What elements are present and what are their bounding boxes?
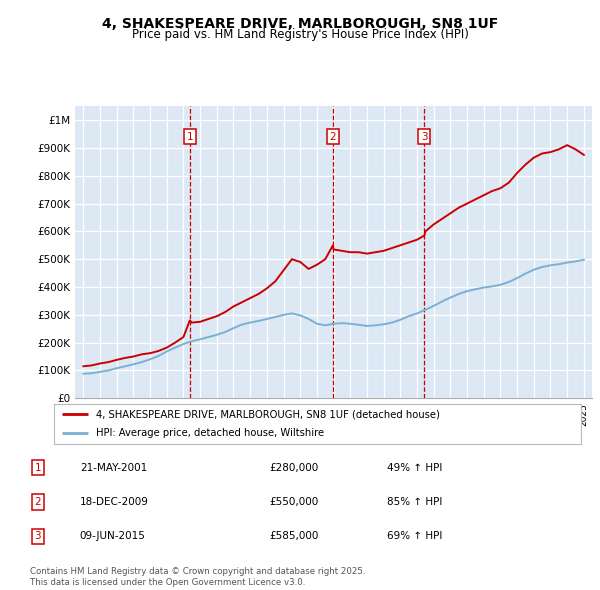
Text: Price paid vs. HM Land Registry's House Price Index (HPI): Price paid vs. HM Land Registry's House … xyxy=(131,28,469,41)
Text: 1: 1 xyxy=(35,463,41,473)
Text: 21-MAY-2001: 21-MAY-2001 xyxy=(80,463,147,473)
Text: 18-DEC-2009: 18-DEC-2009 xyxy=(80,497,149,507)
Text: 69% ↑ HPI: 69% ↑ HPI xyxy=(387,532,442,542)
Text: 2: 2 xyxy=(329,132,336,142)
Text: 4, SHAKESPEARE DRIVE, MARLBOROUGH, SN8 1UF: 4, SHAKESPEARE DRIVE, MARLBOROUGH, SN8 1… xyxy=(102,17,498,31)
Text: 09-JUN-2015: 09-JUN-2015 xyxy=(80,532,146,542)
Text: 1: 1 xyxy=(187,132,193,142)
Text: 49% ↑ HPI: 49% ↑ HPI xyxy=(387,463,442,473)
Text: 3: 3 xyxy=(35,532,41,542)
Text: 4, SHAKESPEARE DRIVE, MARLBOROUGH, SN8 1UF (detached house): 4, SHAKESPEARE DRIVE, MARLBOROUGH, SN8 1… xyxy=(96,409,440,419)
Text: £585,000: £585,000 xyxy=(269,532,319,542)
Text: HPI: Average price, detached house, Wiltshire: HPI: Average price, detached house, Wilt… xyxy=(96,428,324,438)
Text: Contains HM Land Registry data © Crown copyright and database right 2025.
This d: Contains HM Land Registry data © Crown c… xyxy=(30,568,365,586)
Text: 85% ↑ HPI: 85% ↑ HPI xyxy=(387,497,442,507)
Text: 3: 3 xyxy=(421,132,428,142)
Text: £280,000: £280,000 xyxy=(269,463,319,473)
Text: £550,000: £550,000 xyxy=(269,497,319,507)
Text: 2: 2 xyxy=(35,497,41,507)
